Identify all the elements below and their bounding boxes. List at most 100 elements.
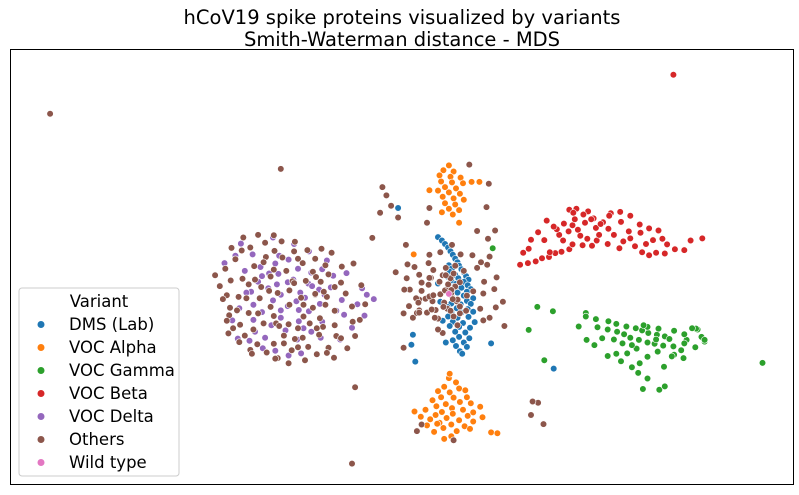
point-voc-alpha <box>437 177 445 186</box>
point-voc-gamma <box>582 312 590 321</box>
point-others <box>418 279 426 287</box>
point-voc-alpha <box>447 420 455 429</box>
point-voc-alpha <box>461 386 469 394</box>
point-others <box>236 321 244 329</box>
point-others <box>270 231 278 239</box>
point-voc-beta <box>686 236 695 245</box>
point-others <box>256 294 264 302</box>
point-voc-gamma <box>582 336 591 344</box>
point-others <box>449 295 457 303</box>
point-voc-alpha <box>466 425 474 433</box>
point-dms-lab <box>461 328 469 337</box>
point-voc-alpha <box>438 208 446 216</box>
point-others <box>394 213 402 222</box>
point-voc-gamma <box>758 359 767 367</box>
point-others <box>456 309 464 318</box>
point-voc-alpha <box>426 415 434 423</box>
point-voc-gamma <box>549 307 557 315</box>
point-voc-delta <box>340 311 348 319</box>
point-others <box>309 268 317 276</box>
point-others <box>280 332 288 340</box>
point-voc-beta <box>680 246 688 254</box>
point-others <box>245 309 253 317</box>
point-others <box>351 332 359 340</box>
point-others <box>484 235 492 243</box>
point-voc-alpha <box>487 428 495 437</box>
legend-marker-voc-beta <box>37 390 45 397</box>
point-voc-beta <box>626 212 634 220</box>
point-voc-alpha <box>445 205 453 213</box>
point-others <box>316 314 324 322</box>
point-voc-delta <box>338 296 346 304</box>
point-others <box>409 314 417 322</box>
point-voc-beta <box>534 228 542 236</box>
point-voc-gamma <box>659 342 667 350</box>
point-voc-alpha <box>455 219 463 227</box>
point-voc-alpha <box>452 378 460 387</box>
point-dms-lab <box>466 324 474 332</box>
point-voc-delta <box>249 250 257 258</box>
point-others <box>285 320 293 328</box>
point-voc-delta <box>285 256 293 264</box>
point-voc-beta <box>616 208 624 216</box>
point-others <box>485 180 493 188</box>
point-others <box>337 334 345 342</box>
point-others <box>473 264 481 272</box>
point-voc-delta <box>297 349 305 358</box>
point-voc-beta <box>604 225 613 233</box>
point-dms-lab <box>453 289 462 297</box>
point-voc-gamma <box>617 357 625 365</box>
point-voc-gamma <box>639 385 647 393</box>
point-others <box>328 249 336 257</box>
point-voc-alpha <box>428 396 437 404</box>
point-dms-lab <box>469 308 477 316</box>
point-dms-lab <box>458 350 466 358</box>
point-others <box>479 289 487 298</box>
point-voc-gamma <box>668 352 676 361</box>
point-others <box>280 339 288 348</box>
point-others <box>323 293 331 301</box>
point-others <box>450 312 458 321</box>
point-voc-beta <box>543 217 551 225</box>
point-others <box>248 350 256 358</box>
point-others <box>357 281 365 289</box>
point-others <box>450 436 458 444</box>
point-others <box>270 340 278 348</box>
point-others <box>323 349 331 357</box>
point-voc-gamma <box>680 330 688 338</box>
legend-item-dms-lab: DMS (Lab) <box>37 315 154 334</box>
point-voc-delta <box>285 351 293 360</box>
point-voc-delta <box>295 317 303 325</box>
point-others <box>479 316 487 325</box>
legend-title: Variant <box>70 292 129 311</box>
point-others <box>315 331 323 339</box>
legend-label-wild-type: Wild type <box>69 453 147 472</box>
point-voc-gamma <box>575 322 583 331</box>
point-voc-alpha <box>410 407 419 416</box>
point-voc-delta <box>277 306 285 315</box>
point-others <box>456 278 464 286</box>
point-voc-delta <box>342 269 351 277</box>
point-others <box>349 318 357 326</box>
point-voc-beta <box>631 242 639 250</box>
point-voc-gamma <box>610 335 618 344</box>
point-others <box>410 263 419 271</box>
point-voc-beta <box>560 220 568 228</box>
point-voc-beta <box>568 221 577 229</box>
point-others <box>460 267 468 275</box>
point-voc-gamma <box>670 327 678 335</box>
point-voc-alpha <box>452 184 460 192</box>
point-voc-beta <box>698 234 706 242</box>
point-others <box>476 305 484 313</box>
point-voc-gamma <box>679 354 688 362</box>
point-others <box>499 298 507 306</box>
point-others <box>435 278 444 286</box>
point-voc-alpha <box>433 420 441 428</box>
point-voc-beta <box>605 212 613 220</box>
point-others <box>451 262 459 270</box>
point-others <box>274 289 282 297</box>
point-voc-alpha <box>446 370 454 378</box>
point-dms-lab <box>467 300 475 308</box>
point-voc-gamma <box>632 324 640 332</box>
point-others <box>428 305 436 314</box>
